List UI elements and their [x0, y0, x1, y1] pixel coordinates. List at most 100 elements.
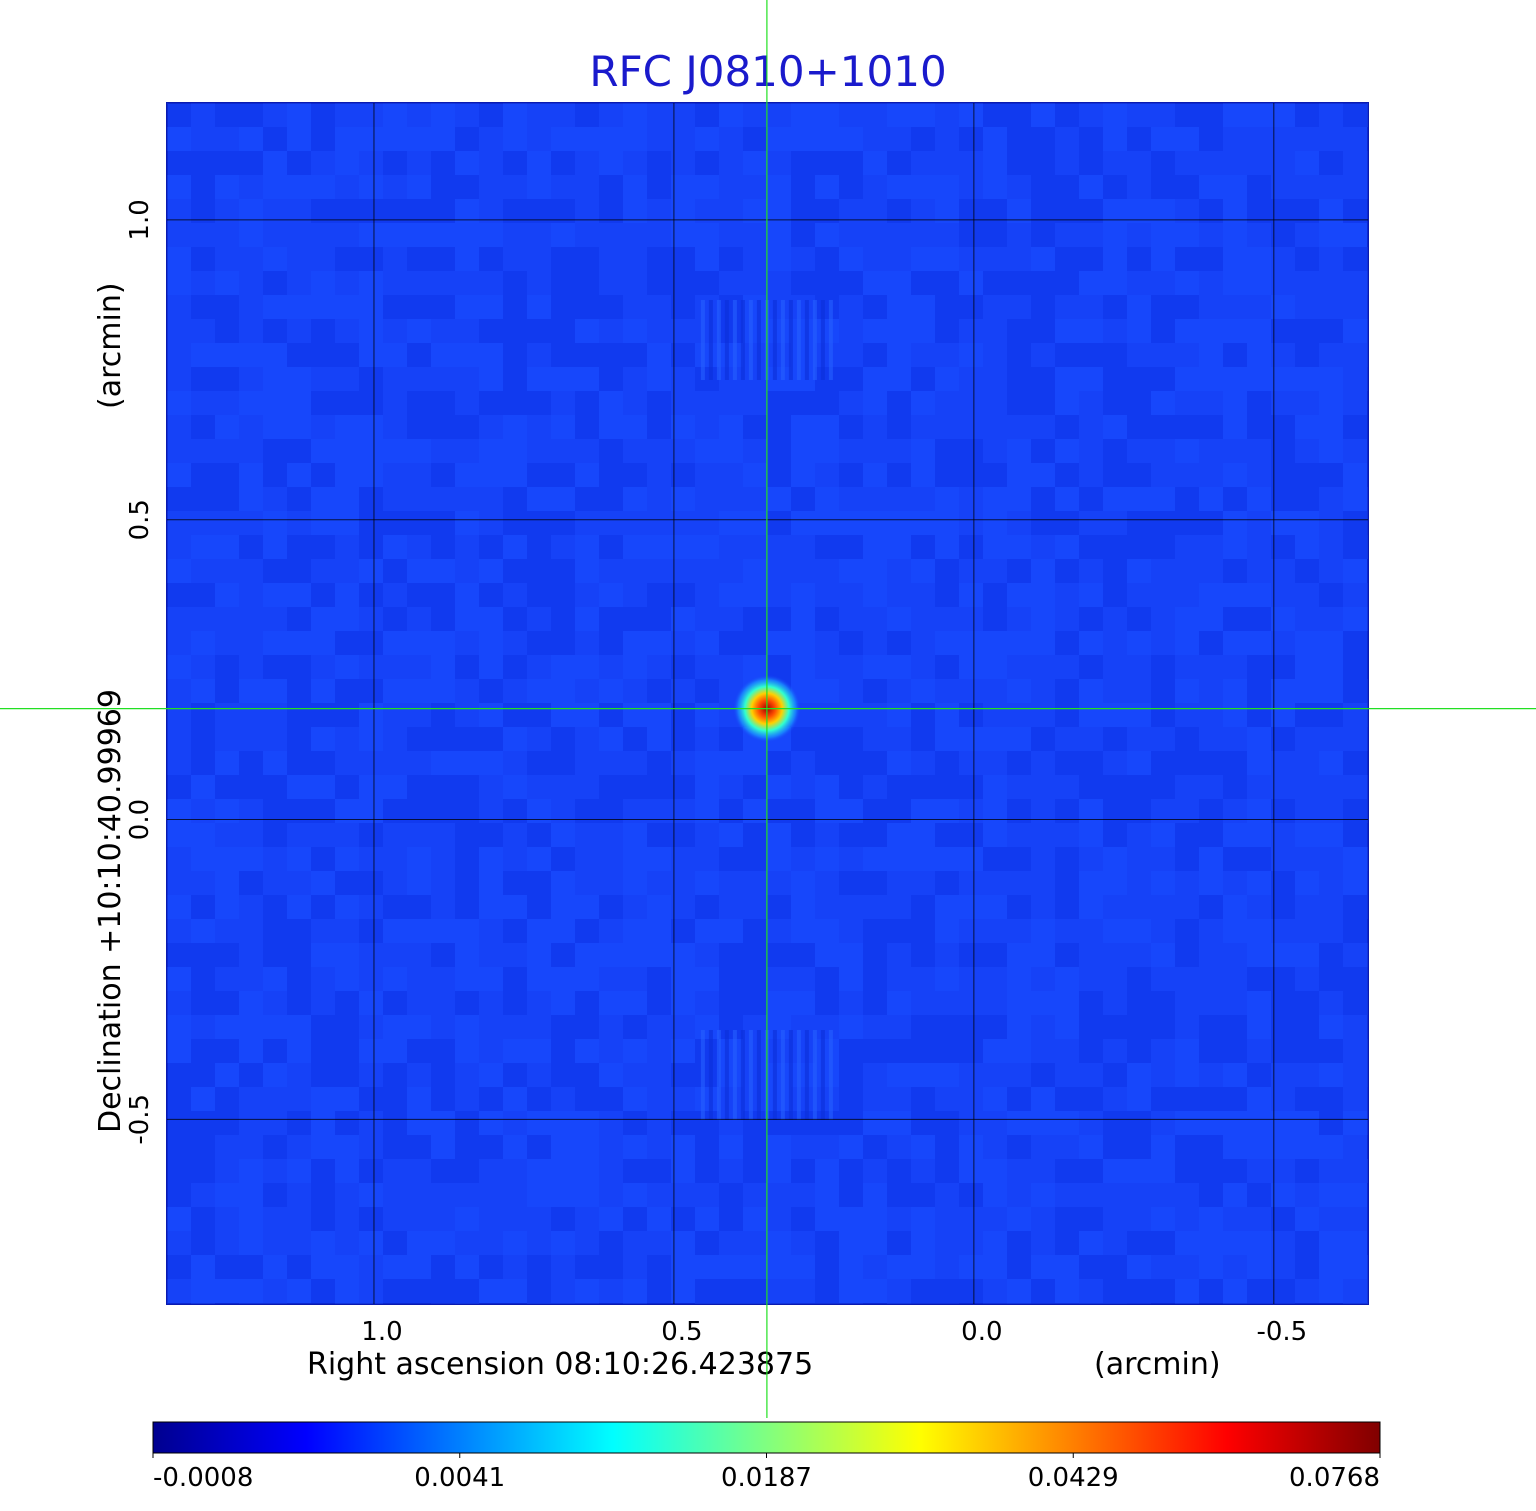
noise-cell — [1199, 103, 1223, 127]
noise-cell — [599, 511, 623, 535]
noise-cell — [1271, 1135, 1295, 1159]
noise-cell — [983, 151, 1007, 175]
noise-cell — [503, 1039, 527, 1063]
noise-cell — [887, 487, 911, 511]
noise-cell — [551, 655, 575, 679]
image-noise — [167, 103, 1368, 1304]
noise-cell — [239, 175, 263, 199]
noise-cell — [263, 823, 287, 847]
noise-cell — [407, 823, 431, 847]
noise-cell — [311, 919, 335, 943]
noise-cell — [215, 1231, 239, 1255]
noise-cell — [431, 1159, 455, 1183]
noise-cell — [983, 1303, 1007, 1304]
noise-cell — [935, 343, 959, 367]
noise-cell — [1127, 607, 1151, 631]
noise-cell — [1199, 1063, 1223, 1087]
noise-cell — [1319, 271, 1343, 295]
noise-cell — [671, 367, 695, 391]
noise-cell — [599, 919, 623, 943]
noise-cell — [575, 247, 599, 271]
noise-cell — [335, 439, 359, 463]
noise-cell — [1055, 223, 1079, 247]
noise-cell — [1127, 1087, 1151, 1111]
noise-cell — [311, 1231, 335, 1255]
noise-cell — [1175, 1207, 1199, 1231]
noise-cell — [239, 367, 263, 391]
noise-cell — [1319, 799, 1343, 823]
noise-cell — [1319, 295, 1343, 319]
noise-cell — [1367, 1063, 1368, 1087]
noise-cell — [647, 535, 671, 559]
noise-cell — [407, 415, 431, 439]
noise-cell — [191, 775, 215, 799]
noise-cell — [431, 511, 455, 535]
noise-cell — [959, 1111, 983, 1135]
noise-cell — [527, 1207, 551, 1231]
noise-cell — [1151, 1087, 1175, 1111]
noise-cell — [1031, 295, 1055, 319]
noise-cell — [863, 271, 887, 295]
noise-cell — [815, 1231, 839, 1255]
noise-cell — [1343, 847, 1367, 871]
noise-cell — [935, 1207, 959, 1231]
noise-cell — [911, 439, 935, 463]
noise-cell — [287, 1207, 311, 1231]
noise-cell — [431, 919, 455, 943]
noise-cell — [863, 1183, 887, 1207]
noise-cell — [1295, 1303, 1319, 1304]
noise-cell — [551, 247, 575, 271]
noise-cell — [1055, 271, 1079, 295]
noise-cell — [455, 751, 479, 775]
noise-cell — [479, 1015, 503, 1039]
noise-cell — [311, 1303, 335, 1304]
noise-cell — [407, 871, 431, 895]
noise-cell — [167, 943, 191, 967]
noise-cell — [887, 1039, 911, 1063]
noise-cell — [527, 415, 551, 439]
noise-cell — [1319, 439, 1343, 463]
noise-cell — [599, 415, 623, 439]
noise-cell — [1223, 535, 1247, 559]
noise-cell — [1031, 391, 1055, 415]
sidelobe-streak — [740, 300, 745, 380]
noise-cell — [1295, 367, 1319, 391]
noise-cell — [839, 1087, 863, 1111]
noise-cell — [263, 631, 287, 655]
noise-cell — [1151, 559, 1175, 583]
noise-cell — [839, 1063, 863, 1087]
noise-cell — [647, 319, 671, 343]
noise-cell — [1151, 751, 1175, 775]
noise-cell — [527, 751, 551, 775]
noise-cell — [1295, 271, 1319, 295]
noise-cell — [1175, 103, 1199, 127]
noise-cell — [1175, 415, 1199, 439]
noise-cell — [1079, 1231, 1103, 1255]
noise-cell — [647, 1111, 671, 1135]
noise-cell — [1031, 271, 1055, 295]
noise-cell — [1031, 103, 1055, 127]
noise-cell — [1367, 463, 1368, 487]
noise-cell — [695, 775, 719, 799]
noise-cell — [599, 1231, 623, 1255]
noise-cell — [455, 1087, 479, 1111]
noise-cell — [719, 175, 743, 199]
noise-cell — [791, 991, 815, 1015]
noise-cell — [959, 103, 983, 127]
noise-cell — [599, 247, 623, 271]
noise-cell — [311, 1159, 335, 1183]
noise-cell — [1007, 1087, 1031, 1111]
noise-cell — [1319, 1279, 1343, 1303]
noise-cell — [959, 1279, 983, 1303]
noise-cell — [215, 799, 239, 823]
noise-cell — [383, 967, 407, 991]
noise-cell — [815, 727, 839, 751]
noise-cell — [1319, 727, 1343, 751]
noise-cell — [623, 559, 647, 583]
noise-cell — [1055, 151, 1079, 175]
noise-cell — [1007, 799, 1031, 823]
noise-cell — [359, 295, 383, 319]
noise-cell — [767, 1015, 791, 1039]
noise-cell — [911, 655, 935, 679]
noise-cell — [527, 1279, 551, 1303]
